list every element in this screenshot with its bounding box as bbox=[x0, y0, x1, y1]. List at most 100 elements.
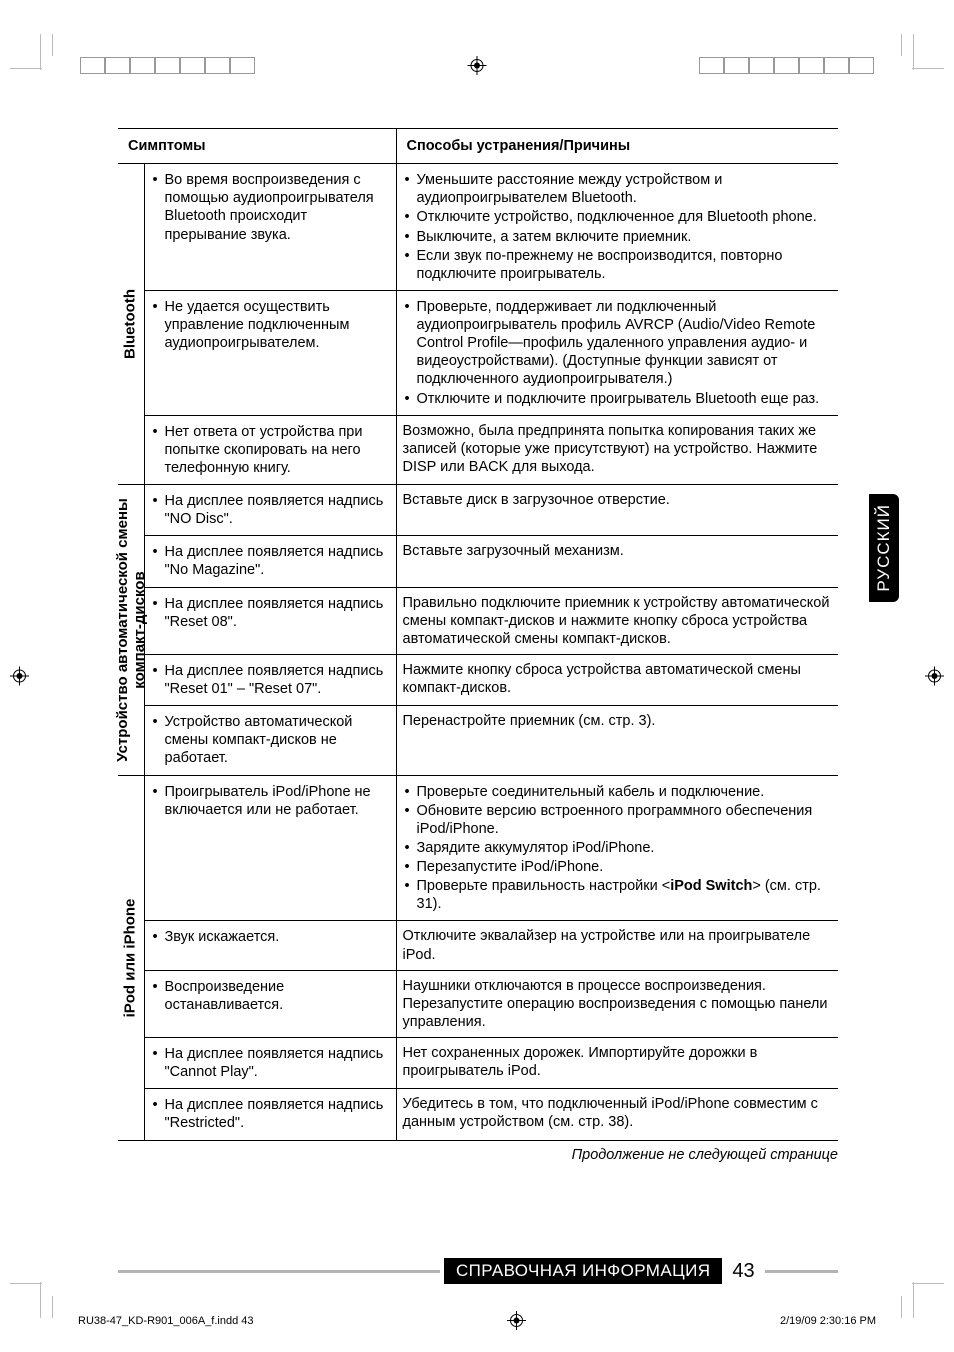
remedy-item: Отключите и подключите проигрыватель Blu… bbox=[403, 390, 831, 408]
remedy-cell: Отключите эквалайзер на устройстве или н… bbox=[396, 921, 838, 970]
symptom-cell: На дисплее появляется надпись "Reset 08"… bbox=[144, 587, 396, 654]
remedy-cell: Вставьте загрузочный механизм. bbox=[396, 536, 838, 587]
remedy-item: Уменьшите расстояние между устройством и… bbox=[403, 171, 831, 207]
remedy-item: Обновите версию встроенного программного… bbox=[403, 802, 831, 838]
table-row: Устройство автоматической сменыкомпакт-д… bbox=[118, 485, 838, 536]
swatch bbox=[180, 57, 205, 74]
table-row: Воспроизведение останавливается.Наушники… bbox=[118, 970, 838, 1037]
group-label: Bluetooth bbox=[121, 289, 140, 359]
table-row: Нет ответа от устройства при попытке ско… bbox=[118, 415, 838, 484]
color-bar-right bbox=[699, 57, 874, 74]
group-label: iPod или iPhone bbox=[121, 898, 140, 1017]
swatch bbox=[774, 57, 799, 74]
table-row: Устройство автоматической смены компакт-… bbox=[118, 706, 838, 775]
remedy-cell: Возможно, была предпринята попытка копир… bbox=[396, 415, 838, 484]
symptom-item: Во время воспроизведения с помощью аудио… bbox=[151, 171, 388, 244]
group-label-cell: Устройство автоматической сменыкомпакт-д… bbox=[118, 485, 144, 776]
troubleshooting-table-wrapper: Симптомы Способы устранения/Причины Blue… bbox=[118, 128, 838, 1163]
continuation-note: Продолжение не следующей странице bbox=[118, 1147, 838, 1163]
symptom-item: На дисплее появляется надпись "Reset 08"… bbox=[151, 595, 388, 631]
header-remedies: Способы устранения/Причины bbox=[396, 129, 838, 164]
swatch bbox=[80, 57, 105, 74]
remedy-cell: Проверьте соединительный кабель и подклю… bbox=[396, 775, 838, 921]
language-tab-label: РУССКИЙ bbox=[874, 504, 894, 592]
remedy-cell: Вставьте диск в загрузочное отверстие. bbox=[396, 485, 838, 536]
group-label-cell: iPod или iPhone bbox=[118, 775, 144, 1140]
header-symptoms: Симптомы bbox=[118, 129, 396, 164]
remedy-item: Зарядите аккумулятор iPod/iPhone. bbox=[403, 839, 831, 857]
remedy-item: Проверьте, поддерживает ли подключенный … bbox=[403, 298, 831, 389]
symptom-item: Воспроизведение останавливается. bbox=[151, 978, 388, 1014]
symptom-cell: На дисплее появляется надпись "Cannot Pl… bbox=[144, 1038, 396, 1089]
symptom-cell: На дисплее появляется надпись "No Magazi… bbox=[144, 536, 396, 587]
color-bar-left bbox=[80, 57, 255, 74]
swatch bbox=[824, 57, 849, 74]
table-row: BluetoothВо время воспроизведения с помо… bbox=[118, 164, 838, 291]
registration-mark-icon bbox=[468, 56, 487, 75]
symptom-item: Нет ответа от устройства при попытке ско… bbox=[151, 423, 388, 477]
footer-rule bbox=[765, 1270, 838, 1273]
group-label-cell: Bluetooth bbox=[118, 164, 144, 485]
indd-file: RU38-47_KD-R901_006A_f.indd 43 bbox=[78, 1315, 254, 1327]
table-row: Звук искажается. Отключите эквалайзер на … bbox=[118, 921, 838, 970]
symptom-cell: Нет ответа от устройства при попытке ско… bbox=[144, 415, 396, 484]
table-row: На дисплее появляется надпись "Restricte… bbox=[118, 1089, 838, 1140]
indd-timestamp: 2/19/09 2:30:16 PM bbox=[780, 1315, 876, 1327]
symptom-item: Устройство автоматической смены компакт-… bbox=[151, 713, 388, 767]
symptom-cell: На дисплее появляется надпись "Restricte… bbox=[144, 1089, 396, 1140]
symptom-cell: Звук искажается. bbox=[144, 921, 396, 970]
printer-top-marks bbox=[0, 20, 954, 74]
group-label: Устройство автоматической сменыкомпакт-д… bbox=[114, 498, 149, 762]
registration-mark-icon bbox=[925, 667, 944, 686]
swatch bbox=[749, 57, 774, 74]
table-row: iPod или iPhoneПроигрыватель iPod/iPhone… bbox=[118, 775, 838, 921]
swatch bbox=[155, 57, 180, 74]
symptom-item: Звук искажается. bbox=[151, 928, 388, 946]
symptom-cell: Устройство автоматической смены компакт-… bbox=[144, 706, 396, 775]
symptom-cell: На дисплее появляется надпись "NO Disc". bbox=[144, 485, 396, 536]
swatch bbox=[230, 57, 255, 74]
symptom-item: На дисплее появляется надпись "Restricte… bbox=[151, 1096, 388, 1132]
footer-rule bbox=[118, 1270, 440, 1273]
symptom-item: На дисплее появляется надпись "Reset 01"… bbox=[151, 662, 388, 698]
symptom-cell: Не удается осуществить управление подклю… bbox=[144, 290, 396, 415]
remedy-cell: Перенастройте приемник (см. стр. 3). bbox=[396, 706, 838, 775]
table-row: На дисплее появляется надпись "No Magazi… bbox=[118, 536, 838, 587]
remedy-cell: Проверьте, поддерживает ли подключенный … bbox=[396, 290, 838, 415]
remedy-item: Выключите, а затем включите приемник. bbox=[403, 228, 831, 246]
language-tab: РУССКИЙ bbox=[869, 494, 899, 602]
symptom-item: На дисплее появляется надпись "NO Disc". bbox=[151, 492, 388, 528]
remedy-cell: Наушники отключаются в процессе воспроиз… bbox=[396, 970, 838, 1037]
table-row: На дисплее появляется надпись "Reset 08"… bbox=[118, 587, 838, 654]
swatch bbox=[849, 57, 874, 74]
remedy-item: Если звук по-прежнему не воспроизводится… bbox=[403, 247, 831, 283]
symptom-cell: Воспроизведение останавливается. bbox=[144, 970, 396, 1037]
indd-footer: RU38-47_KD-R901_006A_f.indd 43 2/19/09 2… bbox=[78, 1311, 876, 1330]
remedy-cell: Правильно подключите приемник к устройст… bbox=[396, 587, 838, 654]
symptom-item: На дисплее появляется надпись "Cannot Pl… bbox=[151, 1045, 388, 1081]
remedy-item: Перезапустите iPod/iPhone. bbox=[403, 858, 831, 876]
registration-mark-icon bbox=[10, 667, 29, 686]
swatch bbox=[724, 57, 749, 74]
symptom-item: На дисплее появляется надпись "No Magazi… bbox=[151, 543, 388, 579]
swatch bbox=[105, 57, 130, 74]
swatch bbox=[799, 57, 824, 74]
remedy-cell: Нажмите кнопку сброса устройства автомат… bbox=[396, 654, 838, 705]
symptom-item: Проигрыватель iPod/iPhone не включается … bbox=[151, 783, 388, 819]
table-row: Не удается осуществить управление подклю… bbox=[118, 290, 838, 415]
remedy-item: Проверьте соединительный кабель и подклю… bbox=[403, 783, 831, 801]
table-row: На дисплее появляется надпись "Reset 01"… bbox=[118, 654, 838, 705]
remedy-item: Проверьте правильность настройки <iPod S… bbox=[403, 877, 831, 913]
remedy-cell: Убедитесь в том, что подключенный iPod/i… bbox=[396, 1089, 838, 1140]
remedy-cell: Нет сохраненных дорожек. Импортируйте до… bbox=[396, 1038, 838, 1089]
symptom-cell: Во время воспроизведения с помощью аудио… bbox=[144, 164, 396, 291]
remedy-cell: Уменьшите расстояние между устройством и… bbox=[396, 164, 838, 291]
swatch bbox=[205, 57, 230, 74]
registration-mark-icon bbox=[507, 1311, 526, 1330]
symptom-cell: На дисплее появляется надпись "Reset 01"… bbox=[144, 654, 396, 705]
symptom-item: Не удается осуществить управление подклю… bbox=[151, 298, 388, 352]
swatch bbox=[130, 57, 155, 74]
troubleshooting-table: Симптомы Способы устранения/Причины Blue… bbox=[118, 128, 838, 1141]
symptom-cell: Проигрыватель iPod/iPhone не включается … bbox=[144, 775, 396, 921]
table-row: На дисплее появляется надпись "Cannot Pl… bbox=[118, 1038, 838, 1089]
